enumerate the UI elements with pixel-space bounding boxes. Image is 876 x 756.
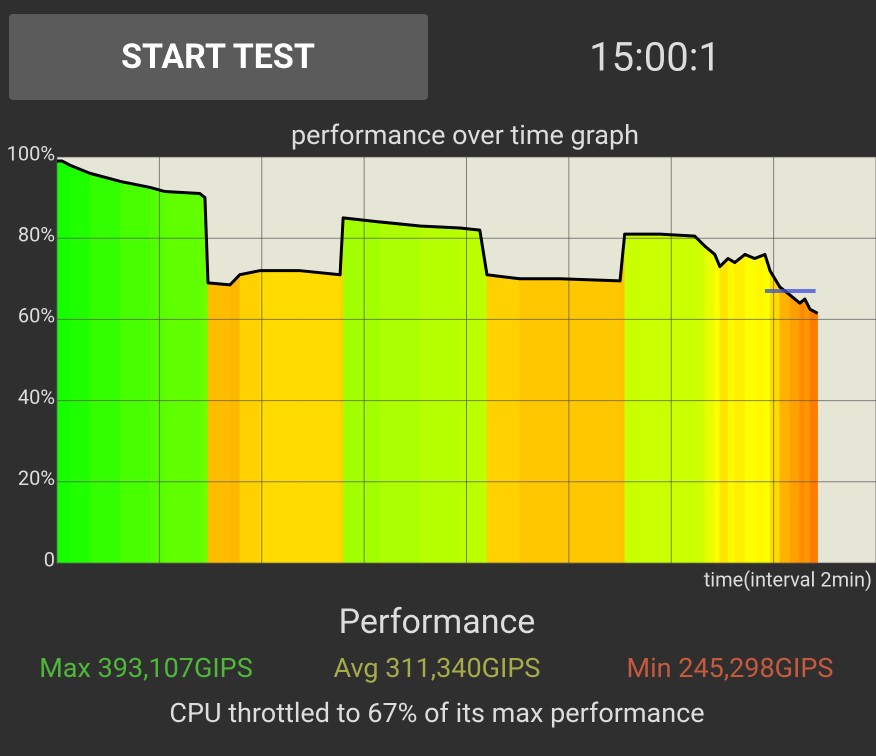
area-strip: [259, 270, 301, 564]
area-strip: [69, 164, 91, 564]
y-tick-label: 100%: [7, 141, 55, 165]
area-strip: [744, 254, 755, 564]
area-strip: [164, 191, 201, 564]
area-strip: [459, 227, 481, 564]
plot: 0 20% 40% 60% 80% 100%: [7, 141, 876, 571]
stats-title: Performance: [339, 602, 536, 642]
area-strip: [809, 308, 818, 564]
area-strip: [299, 270, 341, 564]
area-strip: [379, 221, 421, 564]
y-tick-label: 40%: [18, 385, 55, 409]
area-strip: [239, 270, 260, 564]
y-tick-label: 60%: [18, 304, 55, 328]
area-strip: [619, 234, 625, 564]
area-strip: [199, 193, 206, 564]
area-strip: [799, 298, 806, 564]
y-tick-label: 0: [44, 547, 55, 571]
area-strip: [624, 233, 661, 564]
area-strip: [754, 254, 766, 564]
button-label[interactable]: START TEST: [121, 37, 315, 77]
summary: CPU throttled to 67% of its max performa…: [169, 697, 704, 729]
area-strip: [61, 160, 71, 564]
area-strip: [694, 235, 706, 564]
x-axis-label: time(interval 2min): [704, 567, 872, 591]
area-strip: [56, 160, 63, 564]
area-strip: [727, 258, 735, 564]
area-strip: [769, 269, 781, 564]
area-strip: [419, 225, 461, 564]
y-tick-label: 20%: [18, 466, 55, 490]
stat-max: Max 393,107GIPS: [39, 652, 253, 684]
area-strip: [659, 233, 696, 564]
area-strip: [486, 274, 520, 564]
area-strip: [479, 230, 488, 564]
area-strip: [779, 286, 791, 564]
chart-title: performance over time graph: [291, 119, 639, 151]
area-strip: [207, 282, 231, 564]
area-strip: [789, 294, 800, 564]
start-button[interactable]: [9, 14, 428, 100]
area-strip: [734, 253, 746, 564]
area-strip: [89, 172, 121, 564]
area-strip: [149, 187, 166, 564]
y-tick-label: 80%: [18, 222, 55, 246]
stat-min: Min 245,298GIPS: [627, 652, 834, 684]
area-strip: [704, 245, 716, 564]
area-strip: [804, 298, 811, 564]
timer: 15:00:1: [589, 34, 721, 81]
area-strip: [342, 217, 381, 564]
stat-avg: Avg 311,340GIPS: [334, 652, 541, 684]
area-strip: [519, 278, 560, 564]
area-strip: [719, 257, 729, 564]
area-strip: [714, 254, 721, 564]
area-strip: [229, 274, 240, 564]
performance-line: [57, 159, 819, 315]
area-strip: [764, 254, 771, 564]
